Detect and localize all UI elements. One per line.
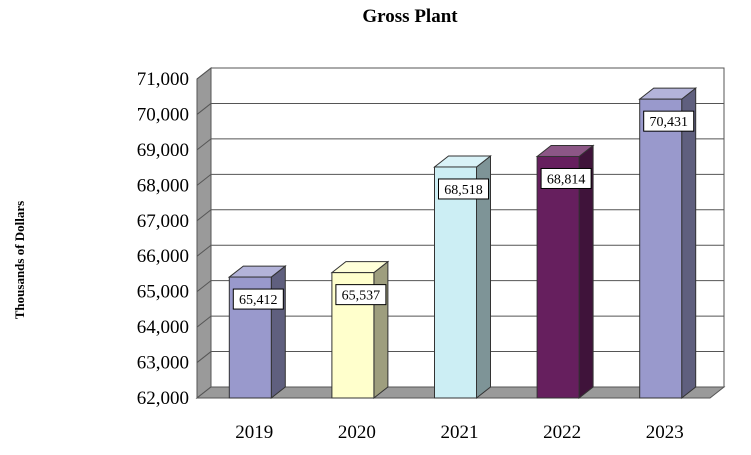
chart-title: Gross Plant: [362, 6, 458, 27]
gridline-depth: [196, 315, 212, 328]
data-label: 65,537: [335, 284, 387, 306]
y-tick-label: 65,000: [137, 282, 189, 303]
x-tick-label: 2019: [235, 422, 273, 443]
y-tick-label: 67,000: [137, 211, 189, 232]
data-label-text: 70,431: [649, 115, 688, 130]
y-axis-ticks: 62,000 63,000 64,000 65,000 66,000 67,000 68,0…: [137, 69, 189, 409]
bar-front: [536, 155, 580, 399]
bar-side: [681, 87, 697, 400]
gridline-depth: [196, 138, 212, 151]
y-tick-label: 71,000: [137, 69, 189, 90]
data-label: 68,814: [540, 167, 592, 189]
data-label: 65,412: [232, 288, 284, 310]
bar-2020: [330, 260, 390, 400]
y-tick-label: 64,000: [137, 317, 189, 338]
bar-side: [373, 260, 389, 400]
gridline-depth: [196, 244, 212, 257]
bar-front: [434, 166, 477, 399]
x-axis-ticks: 2019 2020 2021 2022 2023: [235, 422, 683, 443]
data-label-text: 68,814: [547, 172, 586, 187]
bar-front: [639, 98, 683, 399]
y-tick-label: 69,000: [137, 140, 189, 161]
y-tick-label: 70,000: [137, 104, 189, 125]
bar-2019: [227, 265, 287, 400]
gridline-depth: [196, 351, 212, 363]
bar-2022: [535, 144, 595, 400]
gridline-depth: [196, 67, 212, 80]
data-label-text: 68,518: [444, 183, 483, 198]
side-wall: [196, 66, 212, 400]
x-tick-label: 2021: [441, 422, 479, 443]
bar-side: [270, 265, 286, 400]
y-tick-label: 66,000: [137, 246, 189, 267]
gridline-depth: [196, 103, 212, 115]
gridline-depth: [196, 173, 212, 186]
data-labels: 65,412 65,537 68,518 68,814 70,431: [232, 110, 695, 310]
data-label: 68,518: [438, 178, 489, 200]
y-tick-label: 68,000: [137, 175, 189, 196]
bar-2021: [433, 154, 492, 400]
gridline-depth: [196, 209, 212, 222]
x-tick-label: 2022: [543, 422, 581, 443]
data-label: 70,431: [643, 110, 695, 132]
y-tick-label: 63,000: [137, 353, 189, 374]
data-label-text: 65,412: [239, 293, 278, 308]
data-label-text: 65,537: [342, 289, 381, 304]
x-tick-label: 2020: [338, 422, 376, 443]
gridline-depth: [196, 280, 212, 293]
bar-2023: [638, 87, 698, 400]
x-tick-label: 2023: [646, 422, 684, 443]
y-tick-label: 62,000: [137, 388, 189, 409]
